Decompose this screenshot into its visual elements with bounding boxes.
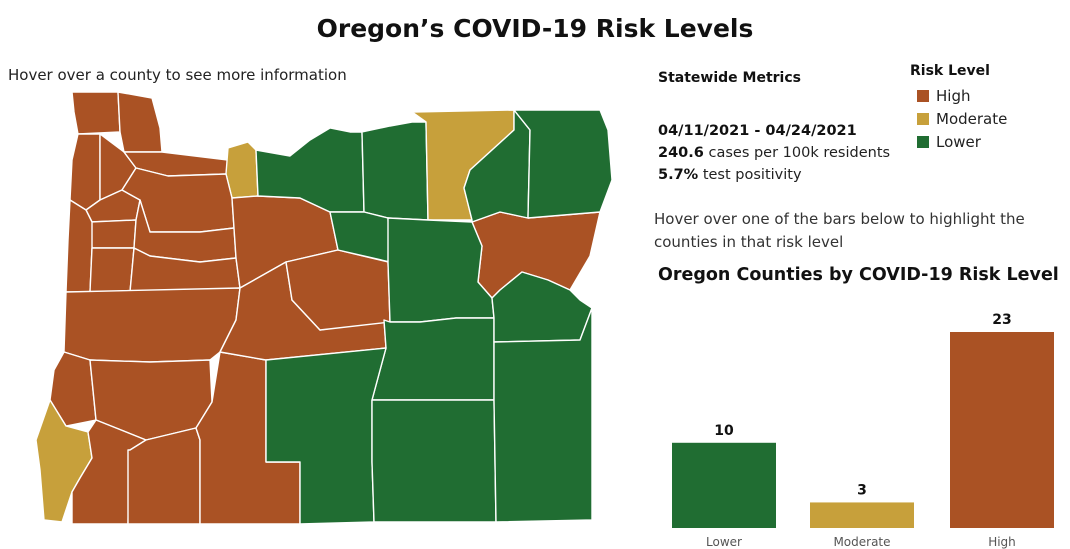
statewide-metrics-heading: Statewide Metrics — [658, 70, 801, 86]
page-title: Oregon’s COVID-19 Risk Levels — [316, 14, 754, 43]
legend-title: Risk Level — [910, 63, 990, 79]
map-hover-instruction: Hover over a county to see more informat… — [8, 66, 347, 84]
bar-high[interactable] — [950, 332, 1054, 528]
metrics-positivity-label: test positivity — [698, 167, 802, 183]
risk-level-legend: Risk Level High Moderate Lower — [910, 63, 1007, 153]
county-harney[interactable] — [371, 399, 497, 523]
bar-category-high: High — [988, 535, 1016, 549]
county-clatsop[interactable] — [71, 91, 121, 135]
metrics-date-range: 04/11/2021 - 04/24/2021 — [658, 123, 857, 139]
metrics-cases-label: cases per 100k residents — [703, 145, 891, 161]
legend-swatch-lower — [917, 135, 929, 148]
legend-item-lower[interactable]: Lower — [910, 130, 1007, 153]
legend-label-lower: Lower — [936, 132, 981, 151]
county-malheur[interactable] — [493, 307, 593, 523]
legend-item-high[interactable]: High — [910, 84, 1007, 107]
bar-lower[interactable] — [672, 442, 776, 528]
bar-category-moderate: Moderate — [833, 535, 890, 549]
bar-value-moderate: 3 — [857, 482, 867, 498]
legend-item-moderate[interactable]: Moderate — [910, 107, 1007, 130]
statewide-metrics: 04/11/2021 - 04/24/2021 240.6 cases per … — [658, 120, 890, 186]
legend-swatch-high — [917, 89, 929, 102]
county-wallowa[interactable] — [513, 109, 613, 219]
legend-swatch-moderate — [917, 112, 929, 125]
bar-value-high: 23 — [992, 312, 1011, 328]
bar-category-lower: Lower — [706, 535, 742, 549]
chart-title: Oregon Counties by COVID-19 Risk Level — [658, 265, 1059, 285]
bar-moderate[interactable] — [810, 502, 914, 528]
metrics-cases-value: 240.6 — [658, 145, 704, 161]
legend-label-moderate: Moderate — [936, 109, 1008, 128]
metrics-positivity-value: 5.7% — [658, 167, 699, 183]
bars-hover-instruction: Hover over one of the bars below to high… — [654, 210, 1025, 251]
bar-value-lower: 10 — [714, 423, 734, 439]
legend-label-high: High — [936, 86, 971, 105]
county-baker[interactable] — [491, 271, 593, 343]
